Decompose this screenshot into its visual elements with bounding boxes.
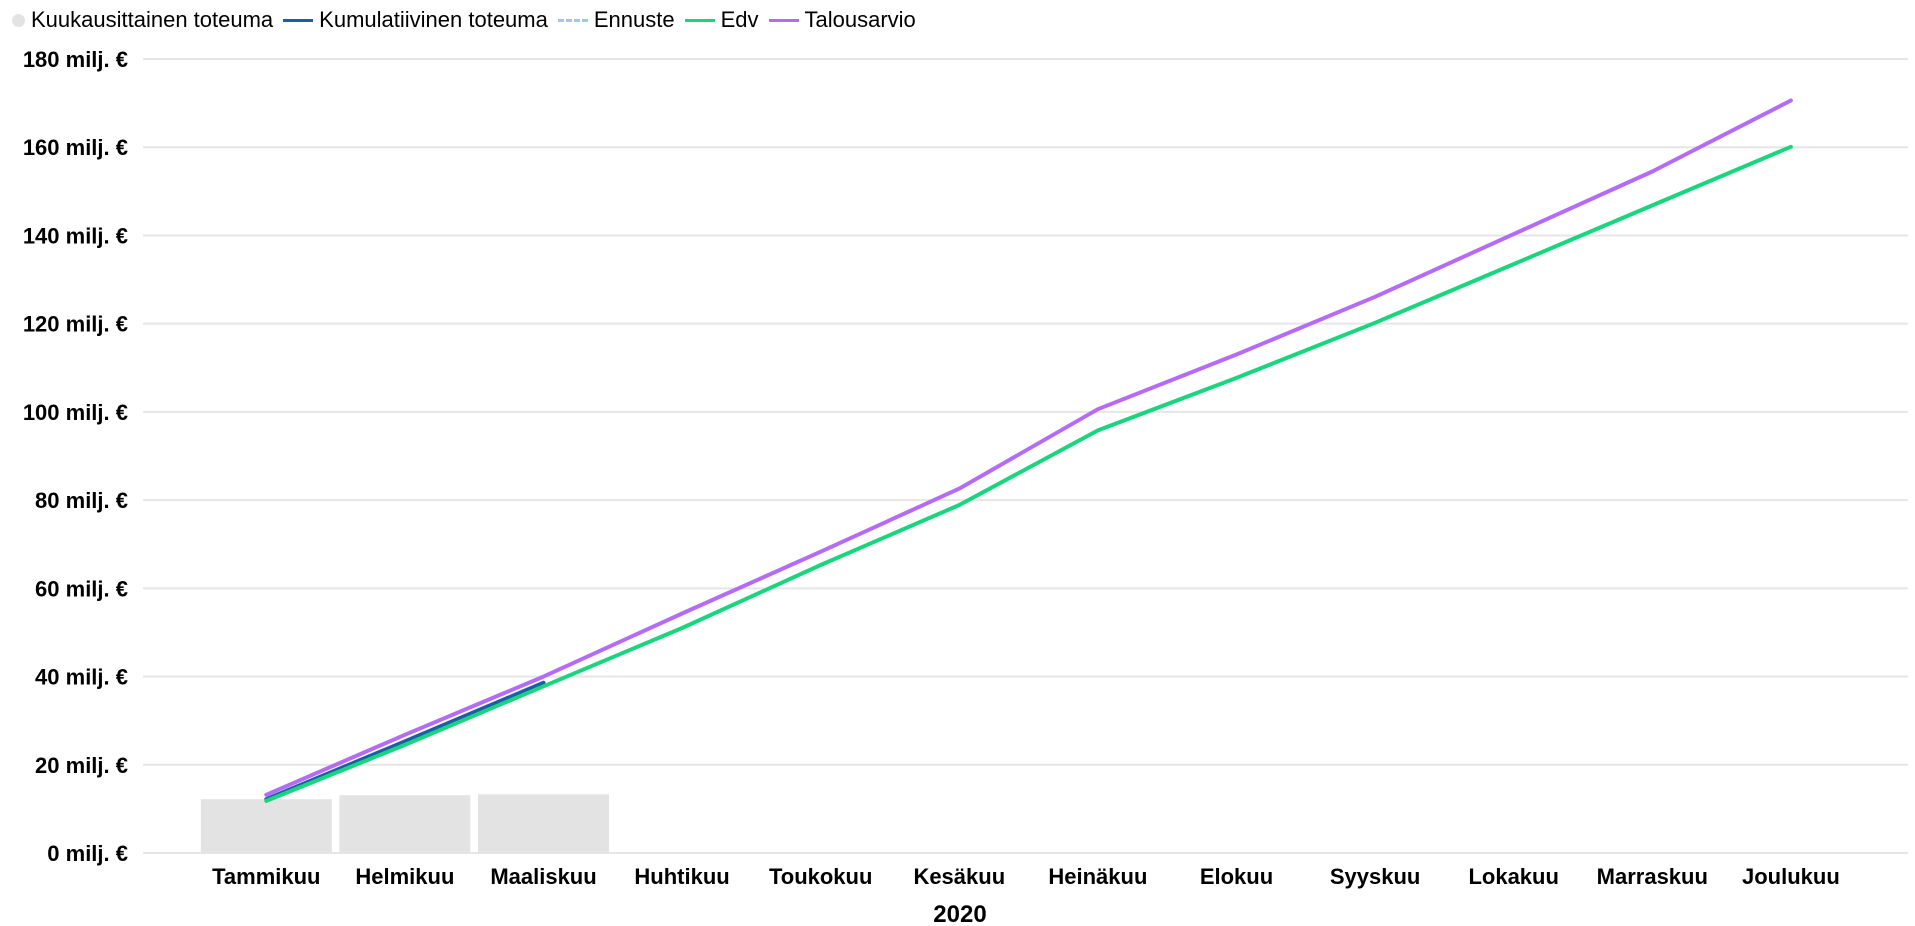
y-tick-label: 0 milj. € — [47, 841, 128, 866]
line-series-layer — [264, 98, 1793, 803]
legend-line-swatch — [684, 18, 715, 22]
legend-line-swatch — [557, 18, 588, 22]
bar-kuukausittainen-toteuma — [200, 799, 332, 853]
legend-item-ennuste: Ennuste — [557, 7, 675, 33]
x-tick-label: Elokuu — [1200, 864, 1273, 889]
x-tick-label: Heinäkuu — [1048, 864, 1147, 889]
legend-label: Kuukausittainen toteuma — [31, 7, 274, 32]
x-tick-label: Huhtikuu — [634, 864, 729, 889]
y-tick-label: 120 milj. € — [23, 312, 128, 337]
x-axis-ticks: Tammikuu Helmikuu Maaliskuu Huhtikuu Toukoku… — [212, 864, 1840, 889]
y-tick-label: 20 milj. € — [35, 753, 128, 778]
legend-dot-swatch — [12, 13, 25, 27]
x-tick-label: Toukokuu — [769, 864, 872, 889]
y-tick-label: 60 milj. € — [35, 576, 128, 601]
legend-line-swatch — [283, 18, 314, 22]
y-tick-label: 140 milj. € — [23, 223, 128, 248]
y-tick-label: 40 milj. € — [35, 665, 128, 690]
line-talousarvio — [264, 98, 1793, 797]
bar-series-layer — [200, 794, 609, 853]
bar-kuukausittainen-toteuma — [478, 794, 609, 853]
x-tick-label: Joulukuu — [1742, 864, 1840, 889]
y-axis-ticks: 0 milj. € 20 milj. € 40 milj. € 60 milj. € 8… — [23, 47, 128, 866]
legend-item-edv: Edv — [684, 7, 759, 33]
y-tick-label: 80 milj. € — [35, 488, 128, 513]
x-tick-label: Marraskuu — [1597, 864, 1708, 889]
bar-kuukausittainen-toteuma — [339, 795, 471, 853]
x-tick-label: Lokakuu — [1468, 864, 1558, 889]
legend-item-talousarvio: Talousarvio — [768, 7, 916, 33]
x-tick-label: Tammikuu — [212, 864, 320, 889]
x-tick-label: Helmikuu — [355, 864, 454, 889]
legend-line-swatch — [768, 18, 799, 22]
legend-item-kuukausittainen-toteuma: Kuukausittainen toteuma — [12, 7, 273, 33]
y-tick-label: 160 milj. € — [23, 135, 128, 160]
x-axis-title: 2020 — [933, 901, 986, 926]
legend-label: Ennuste — [593, 7, 675, 32]
legend-item-kumulatiivinen-toteuma: Kumulatiivinen toteuma — [283, 7, 548, 33]
x-tick-label: Kesäkuu — [913, 864, 1005, 889]
legend-label: Talousarvio — [804, 7, 916, 32]
line-kumulatiivinen-toteuma — [264, 680, 546, 802]
y-tick-label: 100 milj. € — [23, 400, 128, 425]
x-tick-label: Maaliskuu — [490, 864, 596, 889]
x-tick-label: Syyskuu — [1330, 864, 1421, 889]
line-edv — [264, 144, 1793, 803]
y-tick-label: 180 milj. € — [23, 47, 128, 72]
legend-label: Edv — [720, 7, 759, 32]
chart-legend: Kuukausittainen toteuma Kumulatiivinen to… — [12, 6, 926, 34]
legend-label: Kumulatiivinen toteuma — [319, 7, 548, 32]
